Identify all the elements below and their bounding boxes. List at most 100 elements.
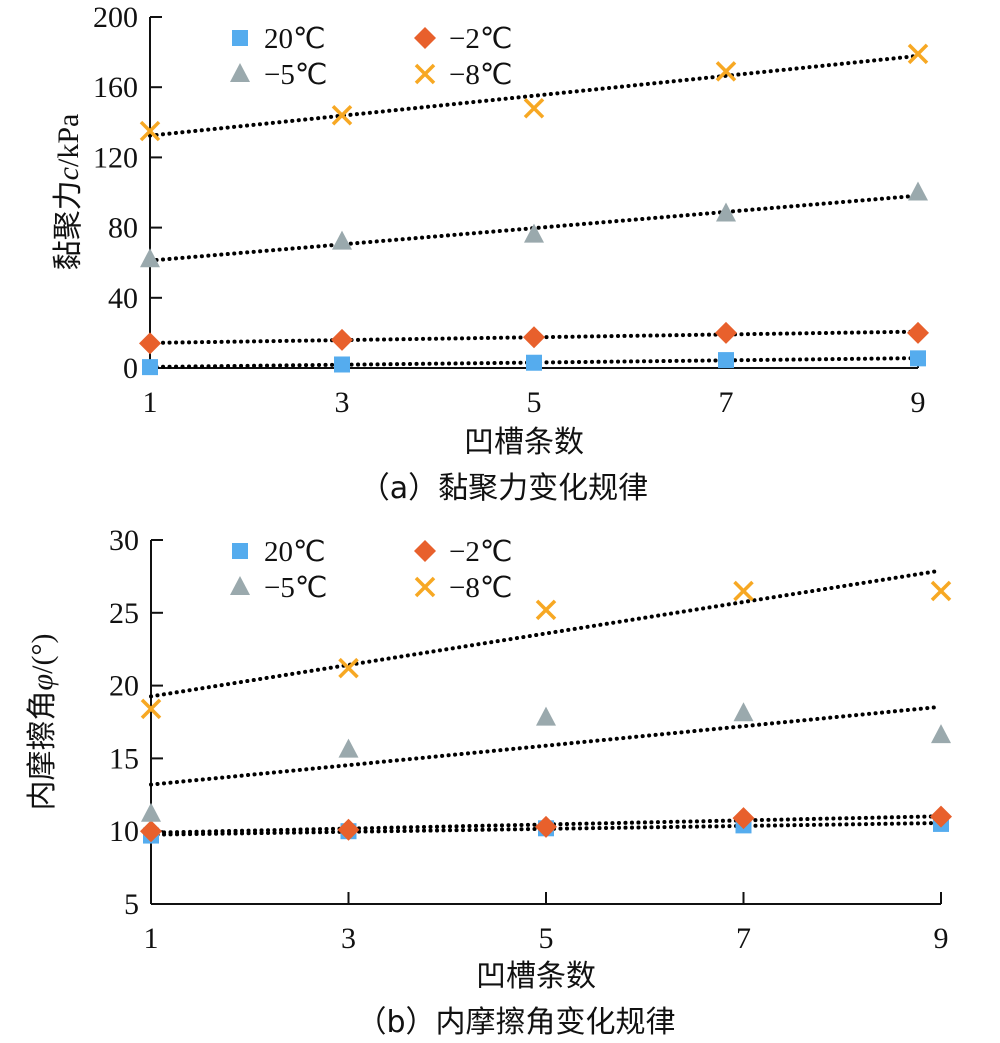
x-marker-stroke xyxy=(907,43,929,65)
x-marker-stroke xyxy=(140,698,162,720)
data-point xyxy=(142,359,158,376)
series-triangle xyxy=(140,181,928,268)
legend-label: −2℃ xyxy=(449,536,512,568)
data-point xyxy=(715,61,737,82)
data-point xyxy=(139,332,161,355)
legend-item: 20℃ xyxy=(232,536,326,568)
trendline-x xyxy=(149,569,939,699)
y-tick-label: 120 xyxy=(93,141,138,174)
x-marker-stroke xyxy=(414,63,436,85)
legend: 20℃ −2℃ −5℃ −8℃ xyxy=(230,23,512,91)
legend-marker-diamond xyxy=(414,540,436,562)
legend-label: −5℃ xyxy=(264,59,327,91)
trendline-triangle xyxy=(149,705,939,787)
y-axis-label: 内摩擦角φ/(°) xyxy=(25,634,60,811)
trendline-square xyxy=(149,821,939,837)
data-point xyxy=(733,702,754,722)
y-axis-label: 黏聚力c/kPa xyxy=(51,114,86,271)
chart-caption: （b）内摩擦角变化规律 xyxy=(356,1005,675,1040)
y-tick-label: 80 xyxy=(108,212,138,245)
x-marker-stroke xyxy=(414,576,436,598)
data-point xyxy=(535,599,557,621)
x-tick-label: 5 xyxy=(527,386,542,419)
y-tick-label: 10 xyxy=(109,815,139,848)
x-tick-label: 9 xyxy=(911,386,926,419)
legend-marker-square xyxy=(232,543,248,559)
y-axis-label-symbol: φ xyxy=(26,674,59,691)
data-point xyxy=(338,738,359,758)
y-tick-label: 15 xyxy=(109,742,139,775)
y-axis-label-unit: /kPa xyxy=(52,114,85,167)
data-point xyxy=(908,181,928,201)
data-point xyxy=(331,328,353,351)
x-tick-label: 9 xyxy=(934,922,949,955)
legend-marker-diamond xyxy=(414,27,436,49)
legend-item: −8℃ xyxy=(414,572,512,604)
x-tick-label: 7 xyxy=(719,386,734,419)
x-marker-stroke xyxy=(930,580,952,602)
data-point xyxy=(332,230,352,250)
data-point xyxy=(524,223,544,243)
legend-item: −2℃ xyxy=(414,23,512,55)
data-point xyxy=(536,706,556,726)
x-marker-stroke xyxy=(331,105,353,126)
data-point xyxy=(718,352,734,369)
legend-label: −8℃ xyxy=(449,59,512,91)
data-point xyxy=(716,202,736,222)
series-diamond xyxy=(140,805,952,843)
data-point xyxy=(140,248,160,268)
series-x xyxy=(140,580,952,720)
data-point xyxy=(337,818,360,841)
data-point xyxy=(715,321,737,344)
x-marker-stroke xyxy=(733,580,754,602)
data-point xyxy=(732,807,755,830)
y-axis-label-name: 黏聚力 xyxy=(51,180,86,270)
data-point xyxy=(535,815,557,838)
data-point xyxy=(140,698,162,720)
x-tick-label: 1 xyxy=(143,386,158,419)
data-point xyxy=(930,805,952,828)
data-point xyxy=(733,580,754,602)
data-point xyxy=(907,321,929,344)
x-marker-stroke xyxy=(715,61,737,82)
y-tick-label: 40 xyxy=(108,282,138,315)
chart-panel-a: 0 40 80 120 160 200 1 3 5 7 9 20℃ −2℃ −5℃ −8℃ 黏聚力c/kPa 凹… xyxy=(51,1,929,506)
legend-item: −5℃ xyxy=(230,572,327,604)
legend-marker-x xyxy=(414,576,436,598)
trendline-diamond xyxy=(149,814,939,835)
legend-label: −5℃ xyxy=(264,572,327,604)
y-tick-label: 30 xyxy=(109,524,139,557)
y-tick-label: 200 xyxy=(93,1,138,34)
y-tick-label: 160 xyxy=(93,71,138,104)
trendline-x xyxy=(148,54,916,138)
legend-marker-x xyxy=(414,63,436,85)
legend-label: −8℃ xyxy=(449,572,512,604)
x-tick-label: 1 xyxy=(144,922,159,955)
data-point xyxy=(140,820,162,843)
data-point xyxy=(907,43,929,65)
x-tick-label: 3 xyxy=(341,922,356,955)
x-marker-stroke xyxy=(338,657,359,679)
x-marker-stroke xyxy=(139,120,161,142)
legend-label: −2℃ xyxy=(449,23,512,55)
data-point xyxy=(141,802,161,822)
y-tick-label: 5 xyxy=(124,888,139,921)
x-tick-label: 7 xyxy=(736,922,751,955)
data-point xyxy=(139,120,161,142)
y-tick-label: 25 xyxy=(109,597,139,630)
legend-marker-square xyxy=(232,30,248,46)
data-point xyxy=(331,105,353,126)
legend-label: 20℃ xyxy=(264,23,326,55)
legend-marker-triangle xyxy=(230,576,250,595)
legend-item: −8℃ xyxy=(414,59,512,91)
y-tick-label: 0 xyxy=(123,352,138,385)
y-axis-label-unit: /(°) xyxy=(26,634,59,674)
legend-marker-triangle xyxy=(230,63,250,82)
series-x xyxy=(139,43,929,142)
chart-caption: （a）黏聚力变化规律 xyxy=(360,471,648,506)
data-point xyxy=(338,657,359,679)
legend-item: 20℃ xyxy=(232,23,326,55)
series-square xyxy=(142,350,926,376)
data-point xyxy=(523,326,545,349)
